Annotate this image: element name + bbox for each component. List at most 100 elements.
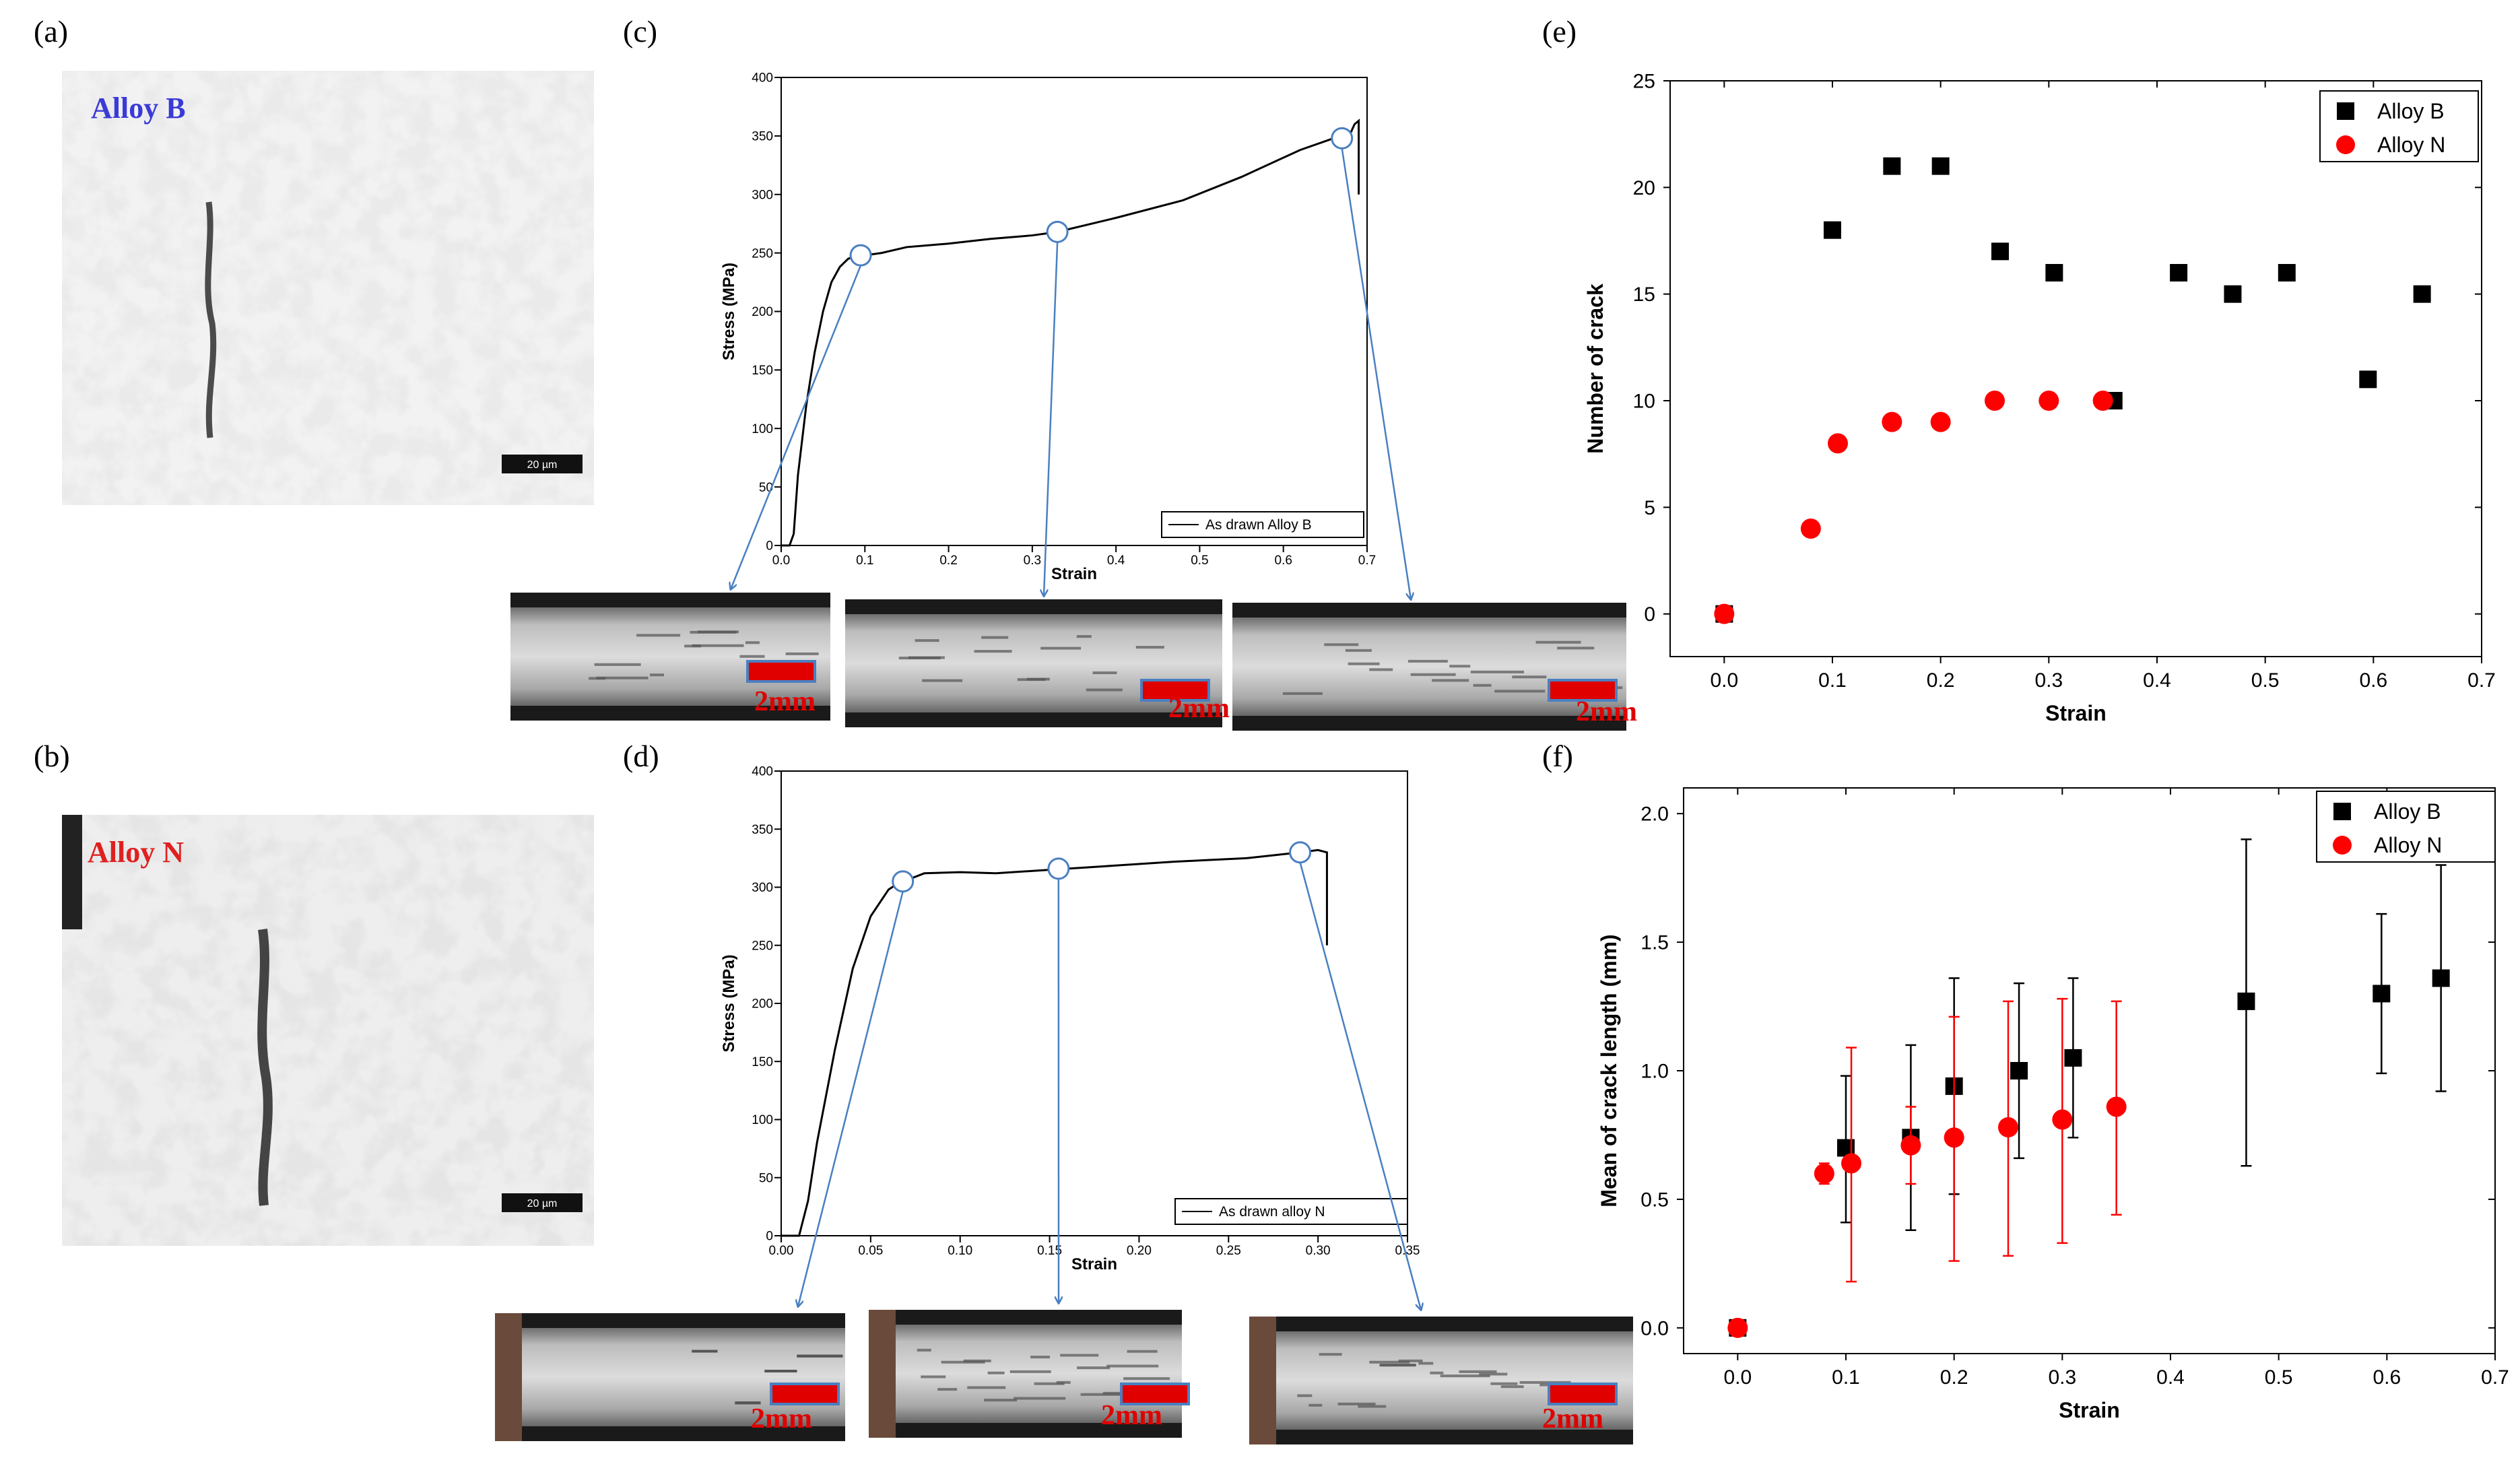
y-tick-label: 15 <box>1633 284 1655 306</box>
specimen-photo: 2mm <box>845 599 1230 727</box>
plot-frame <box>1683 787 2496 1354</box>
x-axis-title: Strain <box>2045 701 2107 725</box>
stress-strain-chart-alloy-n: 0.00 0.05 0.10 0.15 0.20 0.25 0.30 0.35 0 50 100 15… <box>720 765 1420 1273</box>
x-tick-label: 0.7 <box>1358 554 1376 568</box>
y-tick-label: 400 <box>752 765 773 779</box>
x-tick-label: 0.05 <box>858 1244 883 1258</box>
x-axis-title: Strain <box>1071 1255 1117 1273</box>
x-tick-label: 0.2 <box>1927 669 1955 692</box>
specimen-rod <box>510 593 830 721</box>
y-tick-label: 150 <box>752 364 773 378</box>
data-point-alloy-n <box>1900 1135 1921 1156</box>
specimen-photos: 2mm 2mm 2mm 2mm 2mm 2mm <box>495 593 1637 1444</box>
data-point-alloy-b <box>2010 1062 2028 1079</box>
scale-bar <box>746 660 816 683</box>
specimen-top-band <box>845 599 1222 614</box>
y-axis-title: Stress (MPa) <box>720 954 738 1052</box>
scale-bar-b: 20 µm <box>527 1198 558 1209</box>
specimen-top-band <box>1249 1317 1633 1331</box>
data-point-alloy-b <box>2045 264 2063 281</box>
specimen-top-band <box>869 1310 1182 1325</box>
data-point-alloy-b <box>2432 969 2450 987</box>
data-point-alloy-b <box>1931 157 1950 175</box>
x-tick-label: 0.6 <box>2373 1366 2401 1389</box>
specimen-top-band <box>1232 603 1626 618</box>
crack-length-chart: 0.0 0.1 0.2 0.3 0.4 0.5 0.6 0.7 0.0 0.5 1.0 1.5 2.0 S… <box>1597 787 2509 1422</box>
crack-number-chart: 0.0 0.1 0.2 0.3 0.4 0.5 0.6 0.7 0 5 10 15 20 25 Strain… <box>1583 71 2496 726</box>
scale-bar-label: 2mm <box>751 1403 812 1434</box>
y-axis-title: Mean of crack length (mm) <box>1597 934 1621 1207</box>
specimen-top-band <box>510 593 830 607</box>
specimen-top-band <box>495 1313 845 1328</box>
specimen-edge <box>495 1313 522 1441</box>
specimen-arrow <box>1299 862 1421 1310</box>
x-tick-label: 0.4 <box>2143 669 2171 692</box>
scale-bar <box>770 1383 840 1405</box>
data-point-alloy-n <box>1814 1163 1834 1184</box>
panel-label-e: (e) <box>1542 14 1577 48</box>
y-tick-label: 2.0 <box>1640 803 1669 826</box>
x-tick-label: 0.1 <box>1832 1366 1860 1389</box>
specimen-rod <box>845 599 1222 727</box>
data-point-alloy-b <box>1991 242 2010 261</box>
data-point-alloy-n <box>1998 1117 2018 1137</box>
scale-bar <box>1548 1383 1618 1405</box>
x-tick-label: 0.1 <box>856 554 873 568</box>
specimen-marker <box>1046 220 1069 243</box>
specimen-bottom-band <box>1249 1430 1633 1444</box>
data-point-alloy-n <box>1841 1153 1862 1174</box>
y-tick-label: 200 <box>752 997 773 1011</box>
data-point-alloy-b <box>2170 264 2188 281</box>
data-point-alloy-n <box>1985 391 2005 411</box>
panel-label-f: (f) <box>1542 739 1573 773</box>
x-axis-title: Strain <box>1051 565 1097 583</box>
y-tick-label: 100 <box>752 422 773 436</box>
legend-label: As drawn Alloy B <box>1205 517 1312 533</box>
specimen-rod <box>1249 1317 1633 1444</box>
x-tick-label: 0.35 <box>1395 1244 1420 1258</box>
specimen-bottom-band <box>495 1426 845 1441</box>
x-tick-label: 0.2 <box>939 554 957 568</box>
data-point-alloy-n <box>1727 1317 1748 1338</box>
legend-marker-square <box>2333 803 2351 820</box>
y-tick-label: 250 <box>752 939 773 953</box>
legend-label: Alloy N <box>2377 133 2445 157</box>
x-tick-label: 0.5 <box>2265 1366 2293 1389</box>
specimen-edge <box>869 1310 896 1438</box>
data-point-alloy-n <box>2038 391 2059 411</box>
legend-marker-circle <box>2333 836 2352 855</box>
x-tick-label: 0.25 <box>1216 1244 1241 1258</box>
specimen-bottom-band <box>869 1423 1182 1438</box>
specimen-marker <box>849 244 872 267</box>
x-tick-label: 0.10 <box>948 1244 972 1258</box>
data-point-alloy-b <box>2278 264 2296 281</box>
data-point-alloy-n <box>1944 1127 1964 1148</box>
specimen-bottom-band <box>845 712 1222 727</box>
x-tick-label: 0.3 <box>2034 669 2063 692</box>
specimen-bottom-band <box>1232 716 1626 731</box>
specimen-arrow <box>1044 242 1059 596</box>
x-tick-label: 0.4 <box>2156 1366 2185 1389</box>
scale-bar <box>1120 1383 1190 1405</box>
specimen-rod <box>1232 603 1626 731</box>
specimen-rod <box>869 1310 1182 1438</box>
panel-label-c: (c) <box>623 14 657 48</box>
data-point-alloy-b <box>2224 285 2242 303</box>
y-axis-title: Stress (MPa) <box>720 263 738 360</box>
x-tick-label: 0.6 <box>2359 669 2387 692</box>
y-tick-label: 350 <box>752 130 773 144</box>
specimen-photo: 2mm <box>495 1313 845 1441</box>
legend-marker-circle <box>2336 135 2355 154</box>
y-tick-label: 300 <box>752 881 773 895</box>
micrograph-alloy-b: 20 µm Alloy B <box>62 71 594 505</box>
specimen-photo: 2mm <box>510 593 830 721</box>
x-tick-label: 0.3 <box>1024 554 1041 568</box>
data-point-alloy-b <box>1824 221 1841 239</box>
micrograph-alloy-n: 20 µm Alloy N <box>62 815 594 1246</box>
data-point-alloy-n <box>1828 433 1849 454</box>
specimen-photo: 2mm <box>869 1310 1190 1438</box>
micrograph-a-label: Alloy B <box>91 92 186 125</box>
y-tick-label: 350 <box>752 823 773 837</box>
x-tick-label: 0.15 <box>1037 1244 1062 1258</box>
legend-label: Alloy B <box>2374 799 2441 824</box>
